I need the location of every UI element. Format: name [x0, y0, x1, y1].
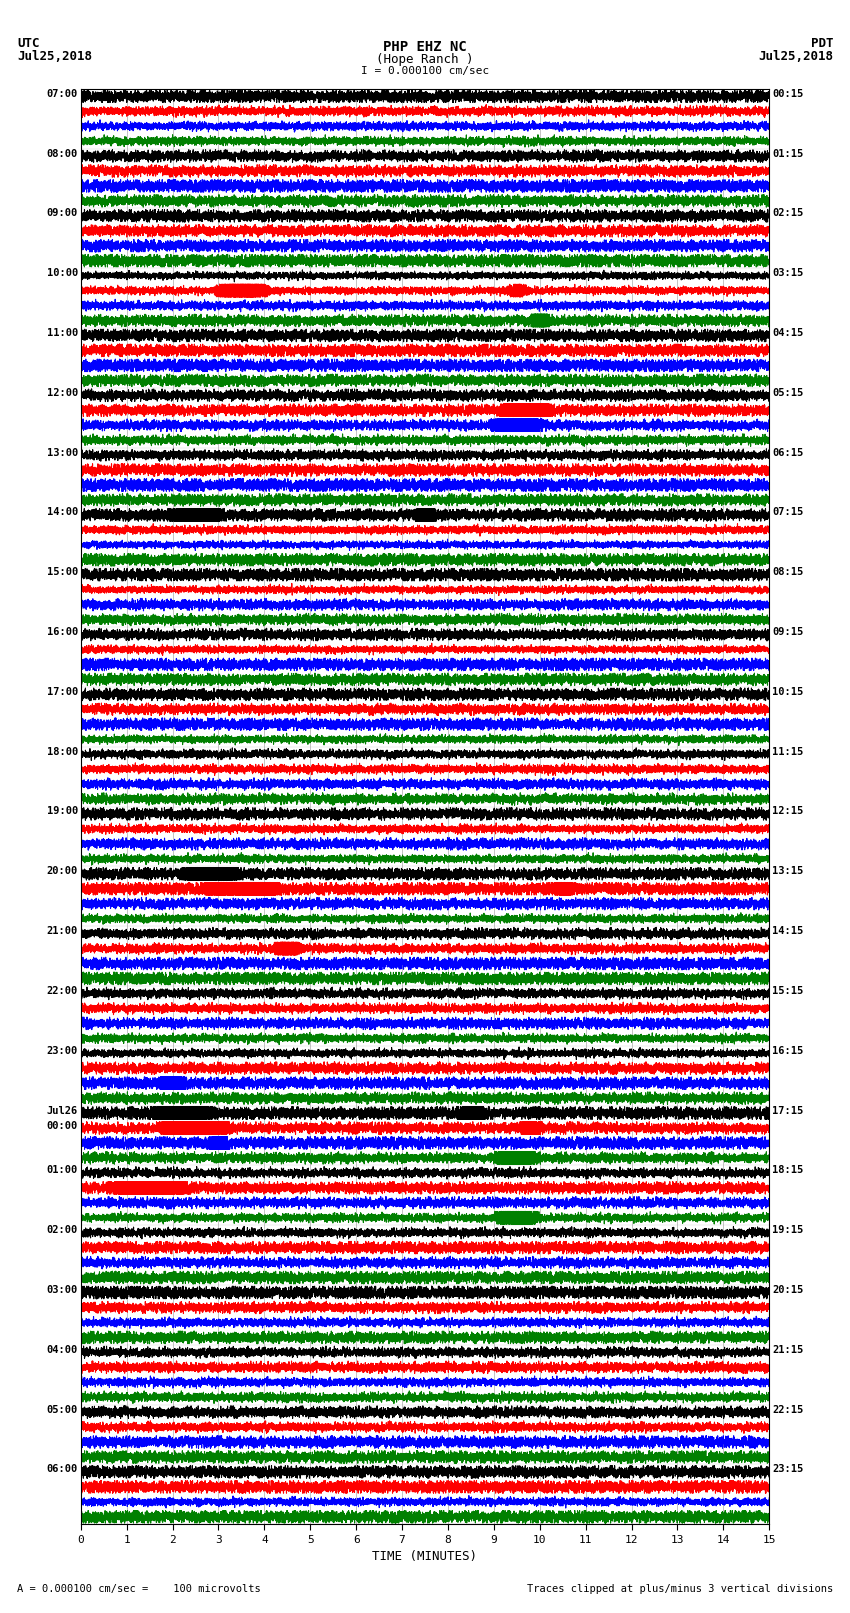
Text: 18:15: 18:15: [772, 1165, 803, 1176]
Text: 09:00: 09:00: [47, 208, 78, 218]
Text: 20:00: 20:00: [47, 866, 78, 876]
Text: 00:15: 00:15: [772, 89, 803, 98]
Text: (Hope Ranch ): (Hope Ranch ): [377, 53, 473, 66]
Text: 23:00: 23:00: [47, 1045, 78, 1057]
Text: 10:15: 10:15: [772, 687, 803, 697]
Text: 04:00: 04:00: [47, 1345, 78, 1355]
Text: 18:00: 18:00: [47, 747, 78, 756]
Text: 22:15: 22:15: [772, 1405, 803, 1415]
Text: Jul25,2018: Jul25,2018: [758, 50, 833, 63]
Text: I = 0.000100 cm/sec: I = 0.000100 cm/sec: [361, 66, 489, 76]
Text: 04:15: 04:15: [772, 327, 803, 339]
Text: 13:00: 13:00: [47, 448, 78, 458]
Text: 00:00: 00:00: [47, 1121, 78, 1131]
Text: 03:15: 03:15: [772, 268, 803, 277]
Text: 23:15: 23:15: [772, 1465, 803, 1474]
Text: 16:00: 16:00: [47, 627, 78, 637]
Text: 11:00: 11:00: [47, 327, 78, 339]
Text: 08:15: 08:15: [772, 568, 803, 577]
Text: 02:00: 02:00: [47, 1226, 78, 1236]
Text: 12:00: 12:00: [47, 387, 78, 398]
Text: PHP EHZ NC: PHP EHZ NC: [383, 40, 467, 55]
Text: 01:00: 01:00: [47, 1165, 78, 1176]
Text: 09:15: 09:15: [772, 627, 803, 637]
Text: A = 0.000100 cm/sec =    100 microvolts: A = 0.000100 cm/sec = 100 microvolts: [17, 1584, 261, 1594]
Text: 19:00: 19:00: [47, 806, 78, 816]
Text: Jul25,2018: Jul25,2018: [17, 50, 92, 63]
Text: 08:00: 08:00: [47, 148, 78, 158]
Text: 06:15: 06:15: [772, 448, 803, 458]
Text: 22:00: 22:00: [47, 986, 78, 995]
Text: 20:15: 20:15: [772, 1286, 803, 1295]
Text: Jul26: Jul26: [47, 1105, 78, 1116]
Text: 01:15: 01:15: [772, 148, 803, 158]
Text: 19:15: 19:15: [772, 1226, 803, 1236]
Text: Traces clipped at plus/minus 3 vertical divisions: Traces clipped at plus/minus 3 vertical …: [527, 1584, 833, 1594]
Text: 17:00: 17:00: [47, 687, 78, 697]
Text: 15:15: 15:15: [772, 986, 803, 995]
Text: 07:00: 07:00: [47, 89, 78, 98]
Text: 21:15: 21:15: [772, 1345, 803, 1355]
Text: 02:15: 02:15: [772, 208, 803, 218]
Text: 11:15: 11:15: [772, 747, 803, 756]
Text: 14:15: 14:15: [772, 926, 803, 936]
Text: PDT: PDT: [811, 37, 833, 50]
Text: 05:15: 05:15: [772, 387, 803, 398]
X-axis label: TIME (MINUTES): TIME (MINUTES): [372, 1550, 478, 1563]
Text: 14:00: 14:00: [47, 508, 78, 518]
Text: 12:15: 12:15: [772, 806, 803, 816]
Text: 15:00: 15:00: [47, 568, 78, 577]
Text: UTC: UTC: [17, 37, 39, 50]
Text: 03:00: 03:00: [47, 1286, 78, 1295]
Text: 21:00: 21:00: [47, 926, 78, 936]
Text: 06:00: 06:00: [47, 1465, 78, 1474]
Text: 17:15: 17:15: [772, 1105, 803, 1116]
Text: 10:00: 10:00: [47, 268, 78, 277]
Text: 13:15: 13:15: [772, 866, 803, 876]
Text: 07:15: 07:15: [772, 508, 803, 518]
Text: 05:00: 05:00: [47, 1405, 78, 1415]
Text: 16:15: 16:15: [772, 1045, 803, 1057]
